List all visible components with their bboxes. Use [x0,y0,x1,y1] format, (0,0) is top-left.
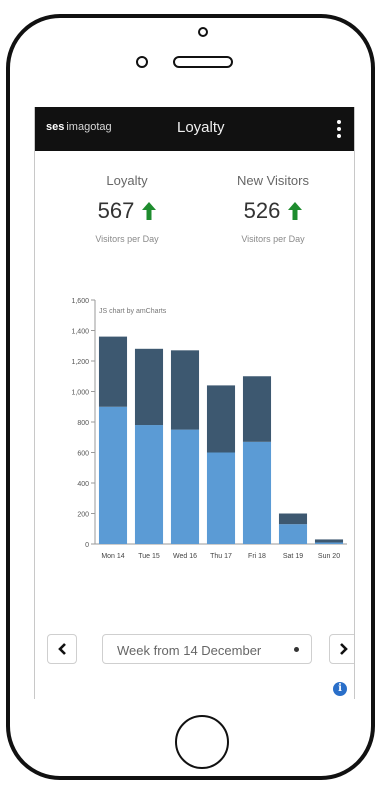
bar-segment [278,524,308,544]
visitors-chart: 0 200 400 600 800 1,000 1,200 1,400 1,600 JS char… [71,298,347,560]
info-icon[interactable]: i [333,682,347,696]
bar-segment [170,350,200,430]
next-week-button[interactable] [329,634,354,664]
previous-week-button[interactable] [47,634,77,664]
kpi-sublabel: Visitors per Day [241,234,305,244]
bar-segment [98,336,128,407]
dropdown-dot-icon [294,647,299,652]
x-tick-label: Thu 17 [210,553,232,560]
kpi-label: Loyalty [106,173,148,188]
bar-segment [278,513,308,525]
kpi-sublabel: Visitors per Day [95,234,159,244]
arrow-up-icon [142,202,157,220]
bar-segment [98,406,128,544]
home-button[interactable] [175,715,229,769]
bar-segment [206,385,236,453]
camera-icon [198,27,208,37]
chevron-left-icon [58,643,66,655]
y-tick-label: 200 [77,512,89,519]
kpi-value: 526 [243,198,281,223]
y-tick-label: 600 [77,451,89,458]
bar-segment [206,452,236,544]
x-tick-label: Mon 14 [101,553,124,560]
more-vert-icon[interactable] [332,116,346,142]
bar-segment [242,441,272,544]
page-title: Loyalty [177,119,225,136]
x-tick-label: Sat 19 [283,553,303,560]
app-bar: ses imagotag Loyalty [35,107,354,151]
chevron-right-icon [340,643,348,655]
brand-logo: ses imagotag [46,121,112,133]
bar-segment [134,348,164,426]
arrow-up-icon [288,202,303,220]
bar-segment [314,539,344,543]
x-tick-label: Tue 15 [138,553,160,560]
y-tick-label: 1,000 [71,390,89,397]
chart-watermark: JS chart by amCharts [99,308,167,315]
bar-segment [170,429,200,544]
bar-segment [134,425,164,544]
week-select-value: Week from 14 December [117,643,262,658]
y-tick-label: 800 [77,420,89,427]
y-tick-label: 400 [77,481,89,488]
sensor-icon [136,56,148,68]
x-tick-label: Sun 20 [318,553,340,560]
y-tick-label: 1,600 [71,298,89,305]
kpi-value: 567 [97,198,135,223]
y-tick-label: 1,200 [71,359,89,366]
bar-segment [242,376,272,442]
week-select[interactable]: Week from 14 December [102,634,312,664]
speaker-grille [173,56,233,68]
app-screen: ses imagotag Loyalty Loyalty 567 Visitors… [34,107,355,699]
kpi-loyalty: Loyalty 567 Visitors per Day [57,173,197,244]
bar-segment [314,542,344,544]
y-tick-label: 1,400 [71,329,89,336]
kpi-new-visitors: New Visitors 526 Visitors per Day [203,173,343,244]
y-tick-label: 0 [85,542,89,549]
kpi-label: New Visitors [236,173,309,188]
x-tick-label: Wed 16 [173,553,197,560]
x-tick-label: Fri 18 [248,553,266,560]
